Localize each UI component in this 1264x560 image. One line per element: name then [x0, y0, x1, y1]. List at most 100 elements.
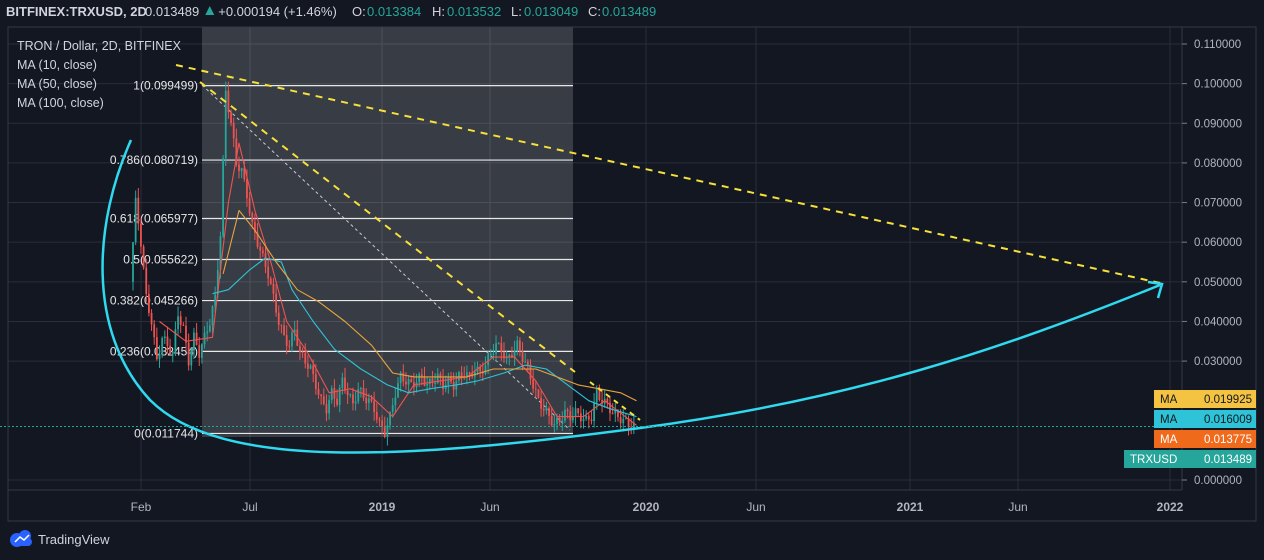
candle-body: [537, 389, 540, 398]
candle-body: [513, 350, 516, 358]
candle-body: [373, 400, 376, 412]
open-label: O:: [352, 4, 366, 19]
candle-body: [153, 324, 156, 338]
resistance-trendline-short[interactable]: [199, 81, 576, 373]
candle-body: [391, 405, 394, 412]
candle-body: [595, 388, 598, 403]
price-badge-label: MA: [1160, 414, 1178, 426]
legend-ma-100: MA (100, close): [17, 96, 104, 110]
candle-body: [484, 365, 487, 374]
candle-body: [291, 332, 293, 347]
up-arrow-icon: [205, 6, 215, 15]
candle-body: [598, 388, 601, 401]
candle-body: [542, 408, 545, 411]
candle-body: [420, 374, 423, 377]
candle-body: [516, 340, 519, 351]
price-tick-label: 0.060000: [1194, 237, 1242, 249]
candle-body: [402, 372, 405, 382]
candle-body: [142, 246, 145, 268]
ma-line-1: [159, 142, 637, 426]
time-tick-label: 2021: [897, 500, 924, 514]
price-badge-label: TRXUSD: [1130, 454, 1177, 466]
candle-body: [466, 372, 468, 378]
price-badge-value: 0.013775: [1204, 434, 1252, 446]
candle-body: [434, 382, 436, 384]
projection-curve[interactable]: [101, 139, 1161, 454]
candle-body: [582, 418, 585, 422]
candle-body: [312, 365, 315, 375]
candle-body: [132, 242, 134, 282]
candle-body: [399, 372, 402, 384]
candle-body: [418, 374, 421, 383]
candle-body: [532, 379, 535, 389]
symbol-header: BITFINEX:TRXUSD, 2D 0.013489 +0.000194 (…: [6, 4, 656, 19]
price-badge: [1154, 410, 1256, 428]
candle-body: [304, 352, 307, 364]
candle-body: [569, 411, 572, 421]
price-badge-value: 0.016009: [1204, 414, 1252, 426]
candle-body: [243, 168, 246, 180]
candle-body: [524, 361, 527, 363]
candle-body: [314, 374, 317, 390]
candle-body: [155, 337, 158, 360]
candle-body: [251, 213, 254, 223]
candle-body: [206, 331, 209, 333]
close-label: C:: [588, 4, 601, 19]
candle-body: [325, 404, 328, 414]
legend-ma-10: MA (10, close): [17, 58, 97, 72]
time-tick-label: Jun: [1008, 500, 1027, 514]
candle-body: [561, 420, 564, 423]
tradingview-logo[interactable]: TradingView: [10, 530, 110, 547]
candle-body: [632, 422, 635, 430]
candle-body: [344, 377, 346, 391]
close-value: 0.013489: [602, 4, 656, 19]
candle-body: [240, 168, 243, 172]
ma-line-2: [212, 257, 637, 418]
candle-body: [341, 377, 344, 388]
candle-body: [174, 329, 177, 352]
candle-body: [370, 398, 373, 401]
candle-body: [378, 419, 381, 421]
chart-legend[interactable]: TRON / Dollar, 2D, BITFINEX MA (10, clos…: [17, 39, 182, 110]
candle-body: [375, 411, 378, 420]
candle-body: [625, 418, 627, 420]
candle-body: [336, 398, 338, 405]
candle-body: [137, 197, 140, 224]
time-tick-label: 2022: [1157, 500, 1184, 514]
candle-body: [447, 376, 450, 386]
candle-body: [277, 312, 280, 325]
candle-body: [407, 379, 410, 385]
cloud-icon: [10, 530, 32, 547]
price-tick-label: 0.070000: [1194, 198, 1242, 210]
candle-body: [190, 350, 193, 366]
price-badge: [1154, 390, 1256, 408]
candle-body: [232, 122, 235, 139]
fib-level-label: 0.236(0.032454): [110, 344, 198, 358]
candle-body: [328, 400, 330, 414]
candle-body: [171, 351, 174, 354]
time-axis[interactable]: Feb Jul 2019 Jun 2020 Jun 2021 Jun 2022: [131, 500, 1184, 514]
price-badge-value: 0.019925: [1204, 394, 1252, 406]
candle-body: [150, 312, 153, 325]
price-tick-label: 0.050000: [1194, 277, 1242, 289]
candle-body: [216, 269, 219, 295]
legend-title: TRON / Dollar, 2D, BITFINEX: [17, 39, 182, 53]
candle-body: [495, 343, 497, 354]
candle-body: [479, 366, 482, 372]
low-value: 0.013049: [524, 4, 578, 19]
candle-body: [627, 418, 630, 428]
candle-body: [219, 236, 222, 270]
candle-body: [365, 397, 368, 404]
price-badge: [1154, 430, 1256, 448]
chart-grid: [8, 27, 1182, 490]
candle-body: [299, 345, 301, 352]
candle-body: [169, 345, 171, 354]
resistance-trendline-recent[interactable]: [589, 381, 641, 421]
price-axis[interactable]: 0.110000 0.100000 0.090000 0.080000 0.070000…: [1182, 39, 1242, 487]
candle-body: [182, 324, 185, 326]
candle-body: [198, 345, 201, 358]
candle-body: [500, 343, 503, 353]
candle-body: [163, 336, 166, 339]
candle-body: [338, 387, 341, 405]
